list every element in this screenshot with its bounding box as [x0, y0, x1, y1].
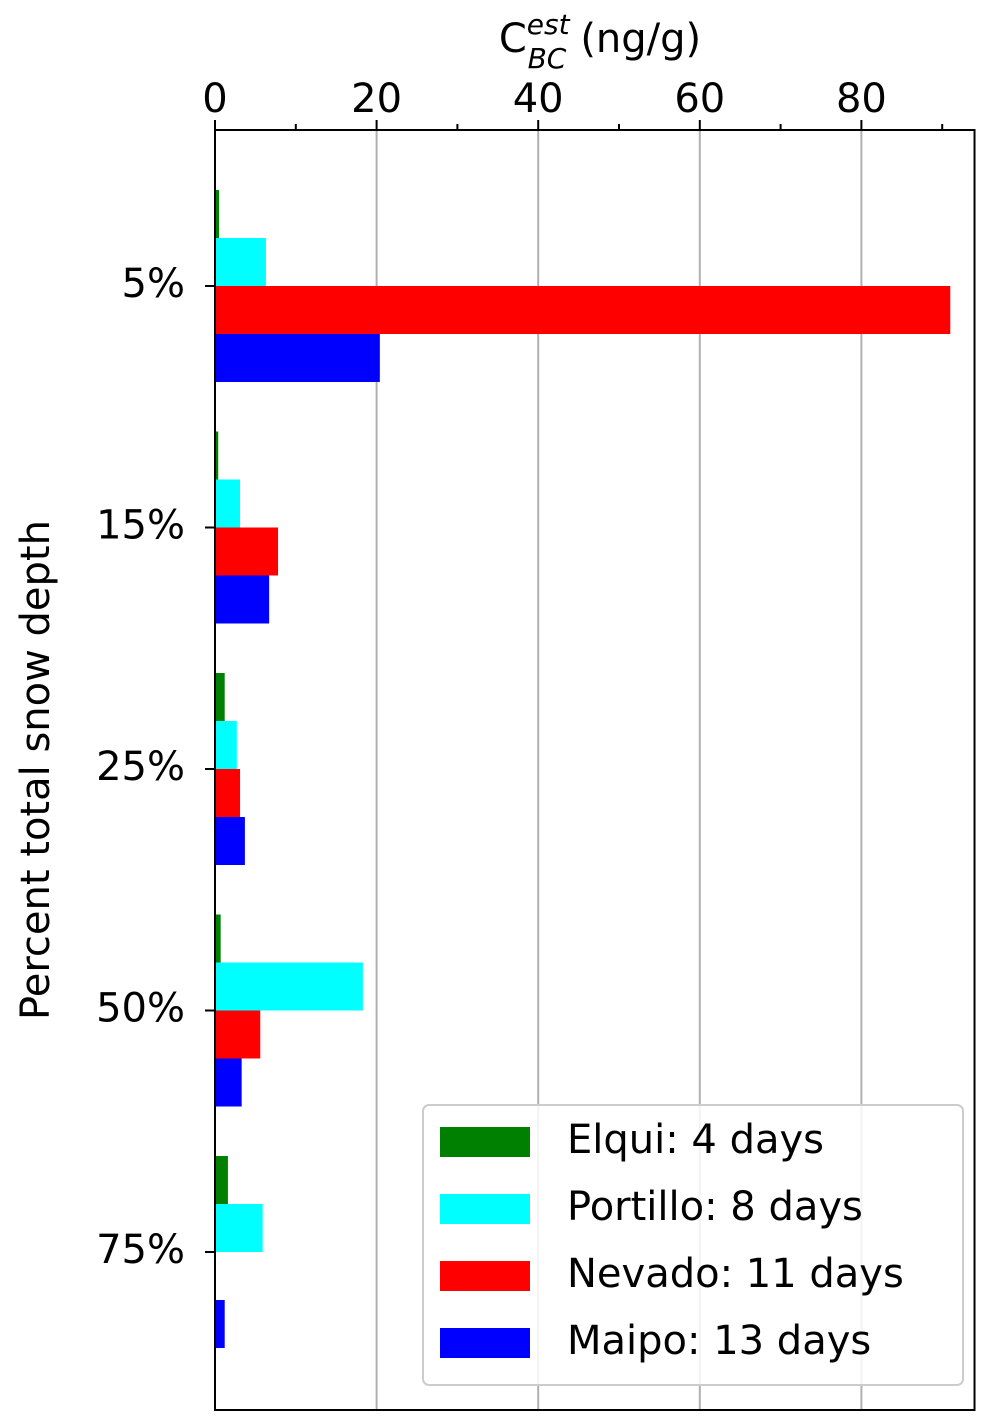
legend-label: Portillo: 8 days [567, 1184, 863, 1230]
bar [215, 817, 245, 865]
y-tick-label: 25% [96, 744, 185, 790]
y-tick-label: 15% [96, 503, 185, 549]
x-label-unit: (ng/g) [580, 16, 701, 62]
bar [215, 238, 266, 286]
y-tick-label: 5% [122, 261, 185, 307]
bar [215, 575, 270, 624]
bar [215, 431, 219, 480]
x-tick-label: 40 [513, 76, 564, 122]
bar [215, 1204, 263, 1252]
bar [215, 190, 220, 238]
bar [215, 479, 241, 528]
bar [215, 673, 225, 721]
legend-swatch [440, 1328, 530, 1358]
x-label-base: C [499, 16, 527, 62]
x-label-sup: est [527, 8, 571, 41]
axes-frame [214, 129, 976, 1411]
y-axis-label: Percent total snow depth [13, 520, 59, 1020]
legend-swatch [440, 1127, 530, 1157]
bar [215, 914, 221, 963]
bar [215, 286, 951, 334]
x-tick-label: 80 [836, 76, 887, 122]
bar [215, 1058, 242, 1107]
y-tick-label: 50% [96, 986, 185, 1032]
bar [215, 334, 380, 382]
x-tick-label: 20 [351, 76, 402, 122]
bar [215, 962, 363, 1011]
legend-swatch [440, 1194, 530, 1224]
bar [215, 721, 237, 769]
x-tick-label: 60 [674, 76, 725, 122]
y-tick-label: 75% [96, 1227, 185, 1273]
x-tick-label: 0 [202, 76, 227, 122]
legend-label: Elqui: 4 days [567, 1117, 824, 1163]
legend-swatch [440, 1261, 530, 1291]
x-axis-label: Cest BC (ng/g) [499, 8, 701, 75]
bar [215, 1300, 225, 1348]
bar [215, 769, 241, 817]
legend-label: Maipo: 13 days [567, 1318, 871, 1364]
bar [215, 1156, 228, 1204]
bar [215, 527, 279, 576]
legend-box [422, 1104, 964, 1386]
x-label-sub: BC [528, 42, 567, 75]
legend-label: Nevado: 11 days [567, 1251, 904, 1297]
bar [215, 1010, 261, 1059]
